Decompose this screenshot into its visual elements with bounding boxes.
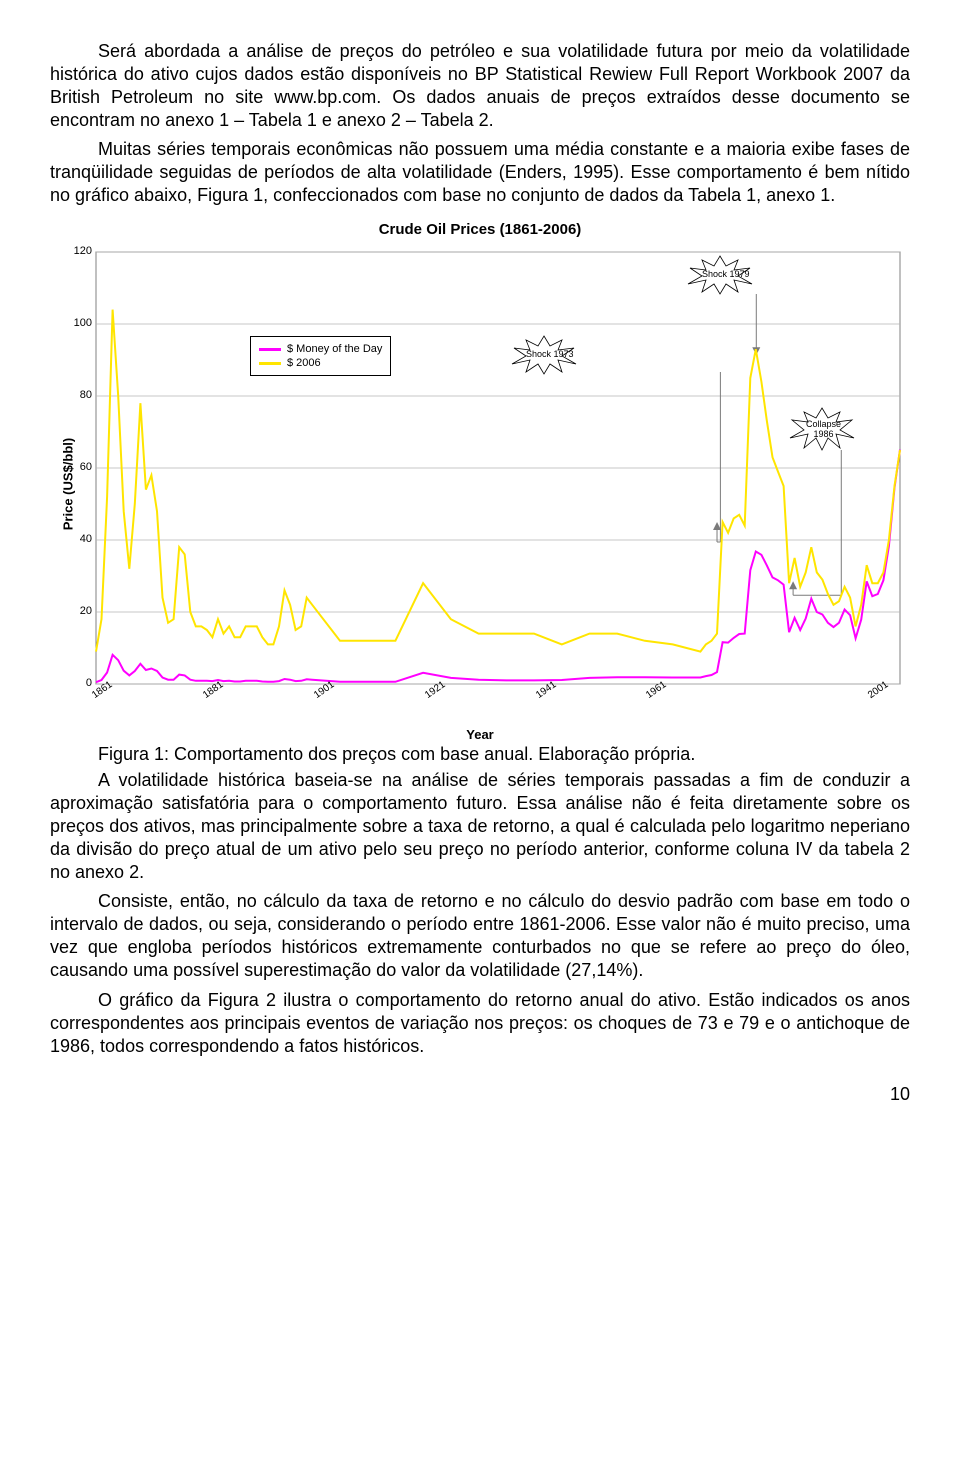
crude-oil-chart: Crude Oil Prices (1861-2006) Price (US$/…	[50, 221, 910, 724]
y-tick-label: 40	[66, 533, 92, 545]
y-tick-label: 80	[66, 389, 92, 401]
chart-x-label: Year	[466, 727, 493, 742]
legend-label: $ 2006	[287, 357, 321, 369]
paragraph-5: O gráfico da Figura 2 ilustra o comporta…	[50, 989, 910, 1058]
legend-label: $ Money of the Day	[287, 343, 382, 355]
legend-swatch-icon	[259, 362, 281, 365]
paragraph-4: Consiste, então, no cálculo da taxa de r…	[50, 890, 910, 982]
legend-item: $ Money of the Day	[259, 343, 382, 355]
chart-canvas	[50, 244, 910, 724]
y-tick-label: 100	[66, 317, 92, 329]
paragraph-3: A volatilidade histórica baseia-se na an…	[50, 769, 910, 884]
legend-item: $ 2006	[259, 357, 382, 369]
legend-swatch-icon	[259, 348, 281, 351]
y-tick-label: 20	[66, 605, 92, 617]
chart-y-label: Price (US$/bbl)	[61, 438, 76, 530]
chart-title: Crude Oil Prices (1861-2006)	[50, 221, 910, 238]
y-tick-label: 60	[66, 461, 92, 473]
paragraph-1: Será abordada a análise de preços do pet…	[50, 40, 910, 132]
y-tick-label: 0	[66, 677, 92, 689]
paragraph-2: Muitas séries temporais econômicas não p…	[50, 138, 910, 207]
chart-caption: Figura 1: Comportamento dos preços com b…	[50, 744, 910, 765]
page-number: 10	[50, 1084, 910, 1105]
chart-legend: $ Money of the Day $ 2006	[250, 336, 391, 376]
y-tick-label: 120	[66, 245, 92, 257]
